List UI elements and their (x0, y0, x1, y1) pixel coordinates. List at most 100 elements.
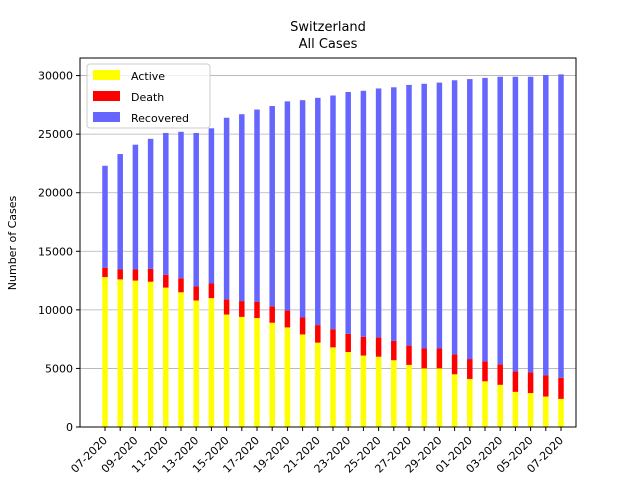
bar-recovered (269, 106, 275, 307)
y-axis-label: Number of Cases (6, 196, 19, 291)
legend-swatch-recovered (93, 112, 120, 122)
bar-recovered (315, 97, 321, 326)
bar-active (436, 368, 443, 427)
bar-active (178, 292, 184, 427)
y-tick-label: 0 (66, 421, 73, 434)
bar-recovered (223, 117, 230, 300)
bar-recovered (360, 90, 367, 337)
chart-title: Switzerland (290, 20, 366, 35)
bar-recovered (391, 87, 397, 341)
bar-recovered (330, 95, 336, 330)
bar-active (467, 378, 473, 427)
plot-frame (79, 57, 577, 428)
bar-recovered (436, 82, 443, 349)
bar-active (239, 316, 245, 427)
bar-recovered (299, 100, 306, 318)
bar-death (178, 278, 184, 293)
bar-death (102, 267, 108, 278)
bar-recovered (451, 80, 458, 355)
bar-death (497, 364, 503, 385)
bar-recovered (497, 76, 503, 365)
bar-death (315, 325, 321, 343)
bar-active (254, 318, 260, 427)
bar-death (375, 337, 382, 357)
bar-active (315, 342, 321, 427)
bar-active (406, 364, 412, 427)
bar-active (482, 381, 488, 427)
bar-death (254, 301, 260, 319)
bar-recovered (163, 132, 169, 275)
bar-recovered (527, 76, 534, 373)
bar-death (391, 340, 397, 361)
bar-recovered (406, 84, 412, 346)
x-axis-ticks: 07-202009-202011-202013-202015-202017-20… (68, 427, 566, 476)
bar-active (117, 279, 123, 427)
bar-active (512, 391, 519, 427)
y-tick-label: 10000 (38, 304, 73, 317)
bar-active (543, 396, 549, 427)
bar-active (330, 347, 336, 427)
bar-active (147, 281, 154, 427)
bar-recovered (543, 74, 549, 376)
bar-active (269, 322, 275, 427)
bar-death (436, 348, 443, 369)
bar-death (360, 336, 367, 356)
bar-death (543, 375, 549, 397)
bar-death (132, 269, 139, 281)
y-tick-label: 20000 (38, 187, 73, 200)
bar-active (163, 287, 169, 427)
y-tick-label: 30000 (38, 70, 73, 83)
bar-death (451, 354, 458, 375)
bar-recovered (482, 77, 488, 362)
bar-death (527, 372, 534, 394)
legend-swatch-death (93, 91, 120, 101)
bar-recovered (558, 74, 564, 378)
y-tick-label: 5000 (45, 362, 73, 375)
bar-active (527, 393, 534, 427)
bar-recovered (239, 114, 245, 302)
bar-death (406, 345, 412, 365)
bar-death (330, 329, 336, 348)
bar-death (163, 274, 169, 288)
bar-death (421, 348, 427, 369)
bar-death (467, 359, 473, 379)
bar-recovered (193, 132, 199, 287)
bar-active (223, 314, 230, 427)
bar-active (193, 300, 199, 427)
legend: Active Death Recovered (86, 63, 211, 129)
y-tick-label: 25000 (38, 128, 73, 141)
bar-death (345, 333, 351, 353)
bar-recovered (375, 88, 382, 338)
bar-recovered (512, 76, 519, 372)
bar-active (421, 368, 427, 427)
bar-recovered (208, 128, 215, 284)
bars (102, 74, 564, 427)
bar-death (482, 361, 488, 382)
bar-death (512, 371, 519, 392)
y-tick-label: 15000 (38, 245, 73, 258)
bar-recovered (147, 138, 154, 269)
bar-active (497, 384, 503, 427)
chart-subtitle: All Cases (299, 37, 358, 52)
bar-death (223, 299, 230, 315)
bar-active (558, 398, 564, 427)
bar-active (102, 277, 108, 427)
bar-recovered (284, 101, 291, 311)
bar-death (284, 310, 291, 328)
legend-label-recovered: Recovered (131, 112, 189, 125)
bar-active (345, 352, 351, 427)
bar-death (193, 286, 199, 301)
bar-recovered (102, 165, 108, 268)
bar-active (284, 327, 291, 427)
bar-death (269, 306, 275, 323)
bar-recovered (117, 154, 123, 270)
bar-active (132, 280, 139, 427)
bar-active (299, 334, 306, 427)
bar-recovered (467, 79, 473, 360)
y-axis-ticks: 0 5000 10000 15000 20000 25000 30000 (38, 70, 80, 434)
bar-active (391, 360, 397, 427)
bar-death (117, 269, 123, 280)
bar-death (208, 283, 215, 299)
legend-label-death: Death (131, 91, 164, 104)
